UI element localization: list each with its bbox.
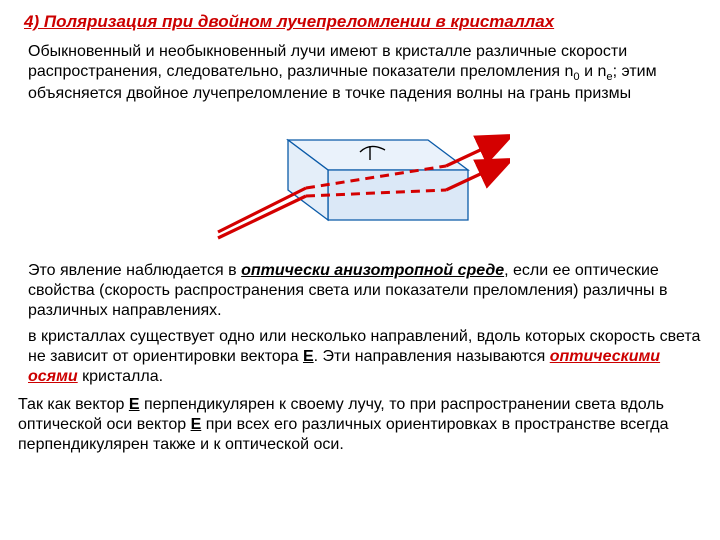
paragraph-4: Так как вектор Е перпендикулярен к своем… xyxy=(18,395,702,455)
slide-title: 4) Поляризация при двойном лучепреломлен… xyxy=(24,12,702,32)
p4-a: Так как вектор xyxy=(18,396,129,413)
p4-E2: Е xyxy=(191,416,202,433)
p1-a: Обыкновенный и необыкновенный лучи имеют… xyxy=(28,43,627,80)
paragraph-2: Это явление наблюдается в оптически аниз… xyxy=(28,261,702,321)
paragraph-1: Обыкновенный и необыкновенный лучи имеют… xyxy=(28,42,702,104)
paragraph-3: в кристаллах существует одно или несколь… xyxy=(28,327,702,387)
p3-b: . Эти направления называются xyxy=(314,348,550,365)
p3-c: кристалла. xyxy=(78,368,163,385)
p2-a: Это явление наблюдается в xyxy=(28,262,241,279)
p1-mid: и n xyxy=(580,63,607,80)
p3-E1: Е xyxy=(303,348,314,365)
p2-emph: оптически анизотропной среде xyxy=(241,262,504,279)
birefringence-diagram xyxy=(210,110,510,250)
diagram-container xyxy=(18,110,702,255)
p4-E1: Е xyxy=(129,396,140,413)
